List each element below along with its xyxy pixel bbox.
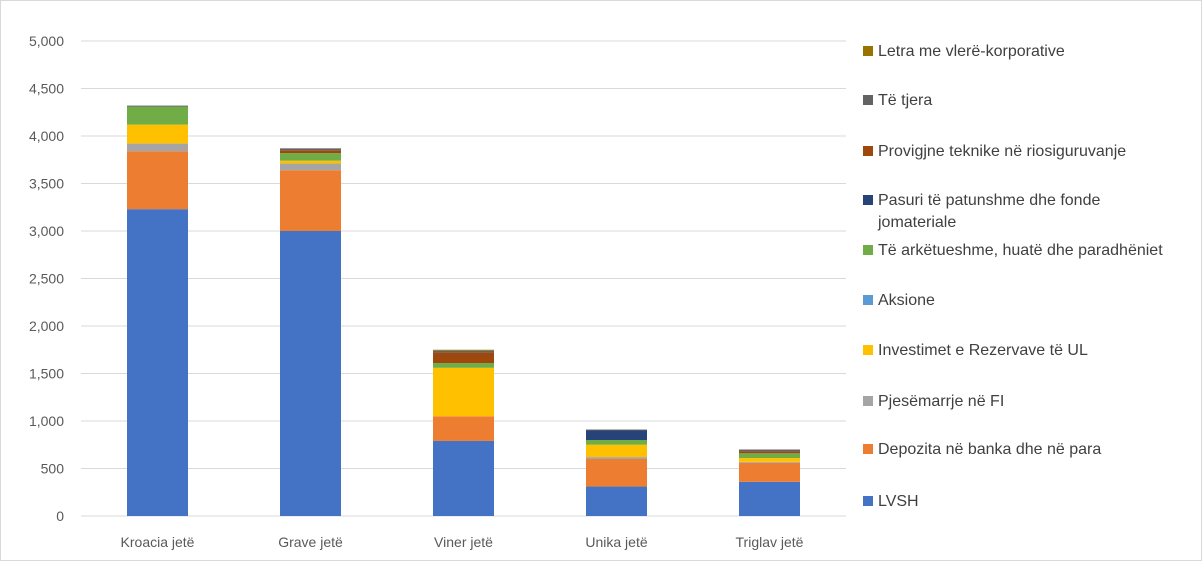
bar-segment bbox=[127, 105, 188, 107]
legend-swatch bbox=[863, 46, 873, 56]
legend-label: Depozita në banka dhe në para bbox=[878, 441, 1102, 458]
legend-label: Të tjera bbox=[878, 92, 933, 109]
bar-segment bbox=[739, 451, 800, 454]
legend-label: Investimet e Rezervave të UL bbox=[878, 342, 1088, 359]
bar-segment bbox=[280, 148, 341, 151]
bar-segment bbox=[280, 163, 341, 171]
y-tick-label: 4,500 bbox=[29, 81, 64, 97]
legend-item: Letra me vlerë-korporative bbox=[863, 41, 1178, 63]
legend-label: Të arkëtueshme, huatë dhe paradhëniet bbox=[878, 242, 1163, 259]
bar-segment bbox=[739, 481, 800, 516]
bar-segment bbox=[586, 444, 647, 458]
y-tick-label: 3,500 bbox=[29, 176, 64, 192]
y-tick-label: 2,000 bbox=[29, 318, 64, 334]
legend-swatch bbox=[863, 295, 873, 305]
bar-segment bbox=[586, 429, 647, 431]
legend-item: Pjesëmarrje në FI bbox=[863, 391, 1178, 413]
bar-segment bbox=[433, 363, 494, 368]
legend-item: Pasuri të patunshme dhe fonde jomaterial… bbox=[863, 190, 1178, 234]
legend-swatch bbox=[863, 95, 873, 105]
legend-item: Provigjne teknike në riosiguruvanje bbox=[863, 141, 1178, 163]
x-tick-label: Kroacia jetë bbox=[121, 534, 195, 550]
legend-label: Provigjne teknike në riosiguruvanje bbox=[878, 143, 1127, 160]
legend-swatch bbox=[863, 396, 873, 406]
x-tick-label: Viner jetë bbox=[434, 534, 493, 550]
y-tick-label: 1,000 bbox=[29, 413, 64, 429]
legend-swatch bbox=[863, 245, 873, 255]
bar-segment bbox=[586, 440, 647, 445]
y-tick-label: 2,500 bbox=[29, 271, 64, 287]
y-axis: 0 500 1,000 1,500 2,000 2,500 3,000 3,500 4,000 4… bbox=[29, 33, 64, 524]
bar-segment bbox=[739, 461, 800, 463]
legend-label: Letra me vlerë-korporative bbox=[878, 43, 1065, 60]
x-axis: Kroacia jetë Grave jetë Viner jetë Unika je… bbox=[121, 534, 804, 550]
y-tick-label: 5,000 bbox=[29, 33, 64, 49]
legend-item: Të arkëtueshme, huatë dhe paradhëniet bbox=[863, 240, 1178, 262]
bar-segment bbox=[280, 153, 341, 161]
legend-item: Depozita në banka dhe në para bbox=[863, 439, 1178, 461]
bar-segment bbox=[127, 143, 188, 152]
bar-segment bbox=[739, 453, 800, 459]
bar-segment bbox=[739, 458, 800, 462]
legend-swatch bbox=[863, 146, 873, 156]
bar-segment bbox=[127, 209, 188, 516]
bar-segment bbox=[127, 106, 188, 125]
y-tick-label: 0 bbox=[56, 508, 64, 524]
legend-item: Aksione bbox=[863, 290, 1178, 312]
y-tick-label: 1,500 bbox=[29, 366, 64, 382]
legend-swatch bbox=[863, 444, 873, 454]
legend-swatch bbox=[863, 345, 873, 355]
bar-segment bbox=[280, 160, 341, 164]
bars bbox=[127, 105, 800, 516]
legend-item: LVSH bbox=[863, 491, 1178, 513]
legend-label: LVSH bbox=[878, 493, 919, 510]
bar-segment bbox=[280, 150, 341, 154]
legend-label: Pasuri të patunshme dhe fonde jomaterial… bbox=[878, 192, 1101, 231]
y-tick-label: 3,000 bbox=[29, 223, 64, 239]
legend-item: Të tjera bbox=[863, 90, 1178, 112]
bar-segment bbox=[433, 416, 494, 441]
bar-segment bbox=[280, 231, 341, 516]
bar-segment bbox=[586, 457, 647, 459]
x-tick-label: Grave jetë bbox=[278, 534, 343, 550]
x-tick-label: Triglav jetë bbox=[736, 534, 804, 550]
stacked-bar-chart: 0 500 1,000 1,500 2,000 2,500 3,000 3,500 4,000 4… bbox=[29, 33, 846, 550]
legend-label: Pjesëmarrje në FI bbox=[878, 393, 1005, 410]
gridlines bbox=[81, 40, 846, 517]
legend-swatch bbox=[863, 195, 873, 205]
y-tick-label: 500 bbox=[41, 461, 65, 477]
bar-segment bbox=[127, 124, 188, 144]
bar-segment bbox=[739, 462, 800, 482]
bar-segment bbox=[280, 170, 341, 231]
y-tick-label: 4,000 bbox=[29, 128, 64, 144]
bar-segment bbox=[586, 430, 647, 440]
bar-segment bbox=[433, 349, 494, 351]
legend-label: Aksione bbox=[878, 292, 935, 309]
legend-item: Investimet e Rezervave të UL bbox=[863, 340, 1178, 362]
legend-swatch bbox=[863, 496, 873, 506]
legend: Letra me vlerë-korporative Të tjera Provig… bbox=[863, 1, 1198, 561]
bar-segment bbox=[586, 486, 647, 516]
bar-segment bbox=[433, 440, 494, 516]
bar-segment bbox=[433, 352, 494, 364]
bar-segment bbox=[433, 367, 494, 417]
bar-segment bbox=[739, 449, 800, 452]
bar-segment bbox=[433, 350, 494, 353]
x-tick-label: Unika jetë bbox=[585, 534, 647, 550]
bar-segment bbox=[586, 459, 647, 487]
bar-segment bbox=[127, 151, 188, 210]
